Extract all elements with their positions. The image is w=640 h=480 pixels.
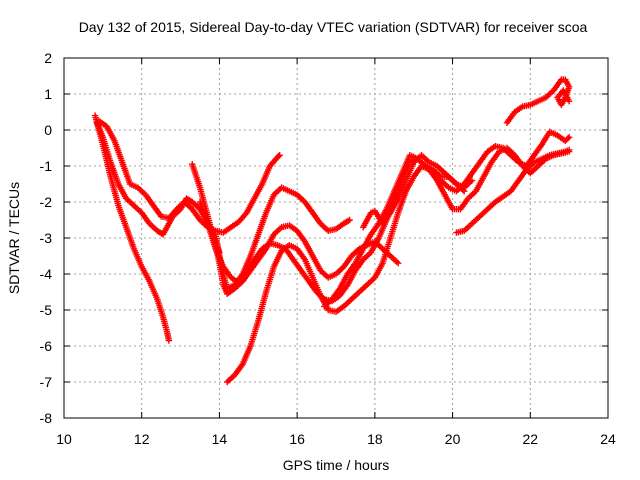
- y-tick-label: -2: [40, 194, 53, 210]
- y-tick-label: -3: [40, 230, 53, 246]
- y-tick-label: 2: [44, 50, 52, 66]
- x-axis-label: GPS time / hours: [283, 457, 390, 473]
- y-axis-label: SDTVAR / TECUs: [6, 182, 22, 294]
- data-point: [276, 152, 283, 159]
- data-point: [468, 177, 476, 184]
- y-tick-label: -6: [40, 338, 53, 354]
- y-tick-label: -4: [40, 266, 53, 282]
- x-tick-label: 14: [212, 431, 228, 447]
- data-point: [565, 146, 573, 153]
- data-markers: [91, 76, 573, 386]
- data-point: [165, 337, 173, 344]
- y-tick-label: 1: [44, 86, 52, 102]
- chart-title: Day 132 of 2015, Sidereal Day-to-day VTE…: [79, 19, 588, 35]
- x-tick-label: 18: [367, 431, 383, 447]
- data-point: [346, 216, 353, 224]
- data-point: [459, 186, 467, 194]
- data-point: [565, 134, 573, 141]
- x-tick-label: 22: [522, 431, 538, 447]
- data-point: [565, 98, 573, 105]
- x-tick-label: 12: [134, 431, 150, 447]
- series-7: [212, 184, 353, 292]
- x-tick-label: 24: [600, 431, 616, 447]
- y-tick-label: -7: [40, 374, 53, 390]
- x-tick-labels: 10 12 14 16 18 20 22 24: [56, 431, 616, 447]
- y-tick-labels: -8 -7 -6 -5 -4 -3 -2 -1 0 1 2: [40, 50, 53, 426]
- series-11: [503, 76, 573, 126]
- axis-ticks: [63, 57, 609, 419]
- data-point: [461, 188, 468, 195]
- x-tick-label: 10: [56, 431, 72, 447]
- series-10: [453, 146, 573, 236]
- data-point: [275, 152, 282, 160]
- series-9: [360, 152, 468, 231]
- y-tick-label: -1: [40, 158, 53, 174]
- y-tick-label: -8: [40, 410, 53, 426]
- data-point: [394, 260, 402, 267]
- y-tick-label: -5: [40, 302, 53, 318]
- x-tick-label: 16: [289, 431, 305, 447]
- data-point: [564, 135, 572, 142]
- series-6: [224, 144, 573, 386]
- gridlines: [64, 58, 608, 418]
- y-tick-label: 0: [44, 122, 52, 138]
- x-tick-label: 20: [445, 431, 461, 447]
